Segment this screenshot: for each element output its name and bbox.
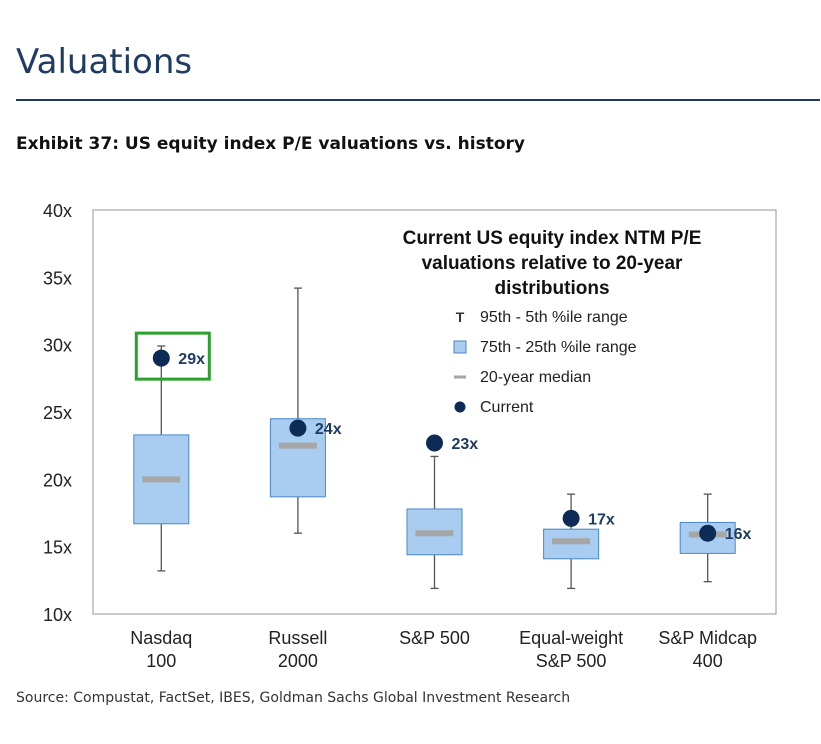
legend-dot-symbol <box>454 401 466 413</box>
y-tick-label: 35x <box>43 268 72 288</box>
y-tick-label: 30x <box>43 336 72 356</box>
plot-frame <box>92 209 777 615</box>
legend-label: 95th - 5th %ile range <box>480 309 628 326</box>
category-label: Nasdaq <box>130 628 192 648</box>
current-value-label: 24x <box>315 421 342 438</box>
category-label: Equal-weight <box>519 628 623 648</box>
current-marker <box>562 509 580 527</box>
current-value-label: 17x <box>588 511 615 528</box>
category-label: S&P Midcap <box>658 628 757 648</box>
current-marker <box>289 419 307 437</box>
legend-label: Current <box>480 399 534 416</box>
title-rule <box>16 99 820 101</box>
chart-title-line: Current US equity index NTM P/E <box>403 228 702 249</box>
current-value-label: 29x <box>178 351 205 368</box>
highlight-box <box>134 331 211 381</box>
chart-title-line: valuations relative to 20-year <box>422 253 683 274</box>
y-tick-label: 15x <box>43 538 72 558</box>
current-marker <box>152 349 170 367</box>
category-label: S&P 500 <box>399 628 470 648</box>
legend-label: 20-year median <box>480 369 591 386</box>
y-tick-label: 25x <box>43 403 72 423</box>
y-tick-label: 10x <box>43 605 72 625</box>
category-label: Russell <box>268 628 327 648</box>
category-label: 2000 <box>278 651 318 671</box>
category-label: S&P 500 <box>536 651 607 671</box>
category-label: 100 <box>146 651 176 671</box>
legend-whisker-symbol: T <box>456 309 465 325</box>
current-value-label: 23x <box>452 436 479 453</box>
source-note: Source: Compustat, FactSet, IBES, Goldma… <box>16 690 571 706</box>
current-marker <box>426 434 443 452</box>
current-value-label: 16x <box>725 526 752 543</box>
section-title: Valuations <box>16 42 193 82</box>
y-tick-label: 40x <box>43 201 72 221</box>
exhibit-title: Exhibit 37: US equity index P/E valuatio… <box>16 134 525 154</box>
chart-title-line: distributions <box>494 278 609 299</box>
y-tick-label: 20x <box>43 470 72 490</box>
category-label: 400 <box>693 651 723 671</box>
legend-label: 75th - 25th %ile range <box>480 339 637 356</box>
current-marker <box>699 524 717 542</box>
legend-box-symbol <box>453 340 467 354</box>
